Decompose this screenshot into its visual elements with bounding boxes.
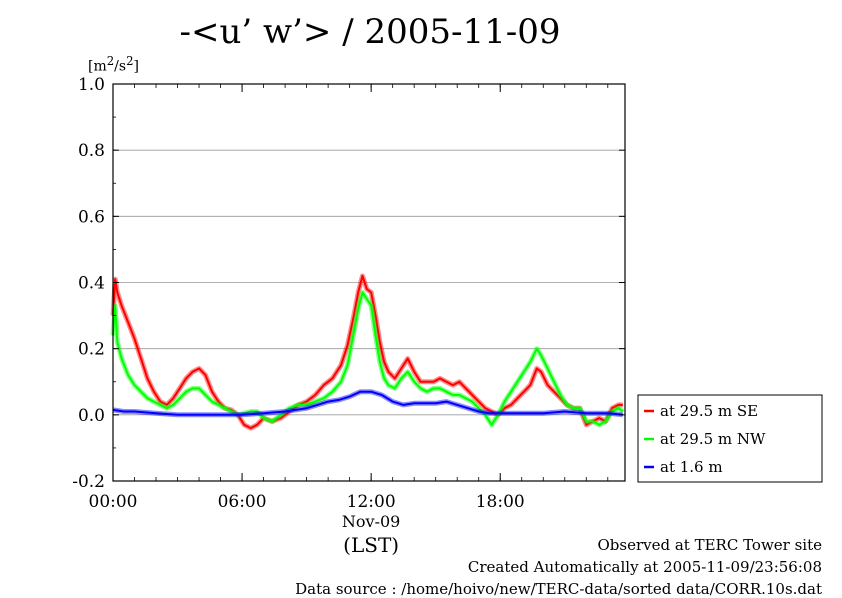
legend-label: at 29.5 m NW <box>660 430 766 448</box>
x-axis-label: (LST) <box>343 533 399 557</box>
y-tick-label: 0.8 <box>78 141 105 161</box>
y-tick-label: 0.6 <box>78 207 105 227</box>
x-tick-label: 18:00 <box>476 492 525 512</box>
y-tick-label: -0.2 <box>72 472 105 492</box>
x-tick-label: 00:00 <box>89 492 138 512</box>
series-halo-2 <box>112 389 624 418</box>
y-tick-label: 0.2 <box>78 340 105 360</box>
footer-observed: Observed at TERC Tower site <box>597 536 822 554</box>
axis-text-layer: -0.2 0.0 0.2 0.4 0.6 0.8 1.0 00:00 06:00 12:00 18:… <box>72 75 525 557</box>
legend: at 29.5 m SE at 29.5 m NW at 1.6 m <box>637 394 823 483</box>
x-tick-label: 06:00 <box>218 492 267 512</box>
tick-layer <box>112 83 625 482</box>
x-tick-label: 12:00 <box>347 492 396 512</box>
y-tick-label: 0.4 <box>78 274 105 294</box>
chart-title: -<u’ w’> / 2005-11-09 <box>179 12 561 52</box>
footer-created: Created Automatically at 2005-11-09/23:5… <box>467 558 822 576</box>
series-line-2 <box>112 390 623 416</box>
grid-lines <box>113 83 625 482</box>
series-layer <box>110 273 625 431</box>
legend-box <box>637 394 823 483</box>
footer-source: Data source : /home/hoivo/new/TERC-data/… <box>295 580 822 598</box>
series-halo-1 <box>110 289 625 428</box>
y-tick-label: 1.0 <box>78 75 105 95</box>
y-axis-unit: [m2/s2] <box>88 54 139 75</box>
legend-label: at 29.5 m SE <box>660 402 758 420</box>
x-date-label: Nov-09 <box>342 512 400 531</box>
series-line-0 <box>112 274 623 430</box>
series-line-1 <box>112 291 624 426</box>
y-tick-label: 0.0 <box>78 406 105 426</box>
legend-label: at 1.6 m <box>660 458 723 476</box>
